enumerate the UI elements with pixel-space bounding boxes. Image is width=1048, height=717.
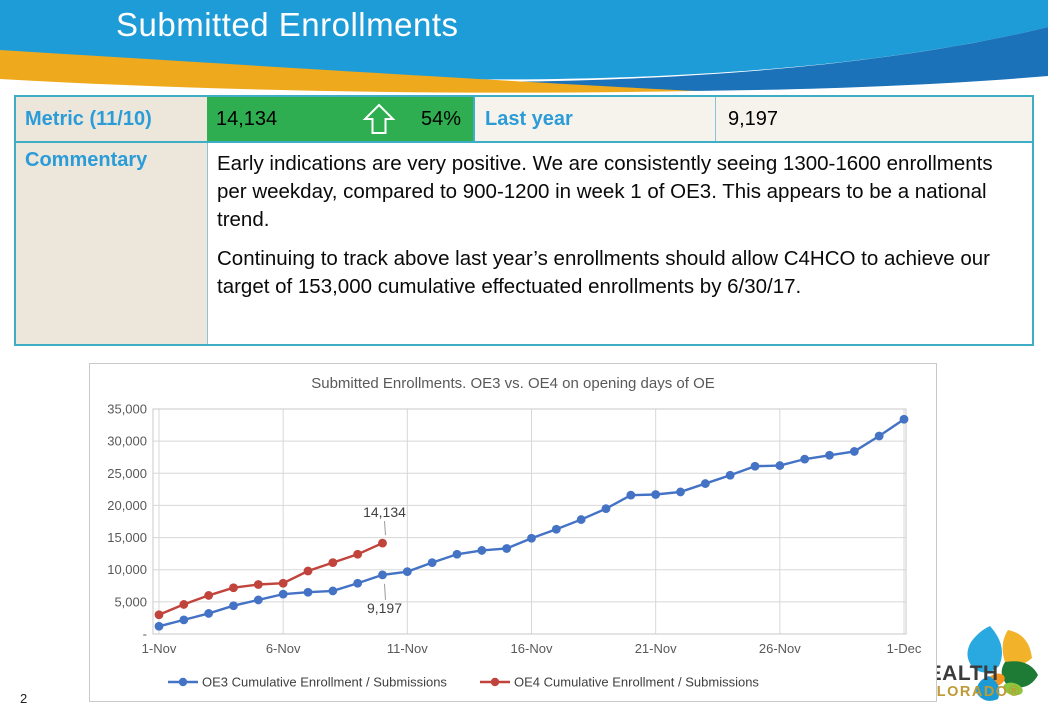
commentary-body: Early indications are very positive. We … [207,143,1032,344]
legend-label: OE4 Cumulative Enrollment / Submissions [514,675,759,690]
series-marker-1 [378,538,387,548]
metric-change-pct: 54% [420,107,461,130]
series-marker-0 [353,578,363,588]
series-marker-1 [204,591,214,600]
series-marker-0 [229,601,238,611]
x-tick-label: 16-Nov [511,641,553,656]
series-marker-0 [278,589,288,599]
series-line-1 [158,542,383,616]
series-marker-0 [874,431,884,441]
commentary-paragraph-2: Continuing to track above last year’s en… [217,246,990,298]
series-marker-0 [849,447,859,456]
metric-label: Metric (11/10) [16,97,207,141]
series-marker-0 [725,470,735,480]
series-marker-0 [775,461,785,470]
commentary-label: Commentary [16,143,207,344]
series-marker-0 [402,567,412,577]
last-year-value: 9,197 [715,97,1032,141]
metric-row: Metric (11/10) 14,134 54% Last year 9,19… [16,97,1032,143]
series-marker-0 [452,549,462,559]
series-marker-0 [253,595,263,605]
series-marker-0 [576,515,586,524]
series-marker-0 [154,621,164,631]
plot-border [152,408,907,635]
series-marker-0 [825,450,834,460]
series-marker-1 [303,566,313,576]
logo-text-colorado: COLORADO® [912,684,1021,700]
series-marker-1 [179,600,189,609]
series-marker-1 [328,558,338,568]
y-tick-label: 25,000 [107,466,147,481]
page-number: 2 [20,691,28,706]
metric-table: Metric (11/10) 14,134 54% Last year 9,19… [14,95,1034,346]
chart-plot-area: 35,000 30,000 25,000 20,000 15,000 10,000 5,00… [107,402,922,690]
metric-value-cell: 14,134 54% [207,97,473,141]
series-marker-1 [253,580,263,589]
series-marker-0 [378,570,387,580]
y-tick-label: 15,000 [107,530,147,545]
series-marker-0 [527,533,536,543]
x-tick-label: 11-Nov [387,641,428,656]
x-tick-label: 26-Nov [759,641,801,656]
chart-title: Submitted Enrollments. OE3 vs. OE4 on op… [311,375,715,392]
metric-value: 14,134 [216,107,278,130]
y-tick-label: 10,000 [107,562,147,577]
y-tick-label: 20,000 [107,498,147,513]
page-title: Submitted Enrollments [116,6,459,43]
x-tick-label: 1-Nov [142,641,177,656]
commentary-row: Commentary Early indications are very po… [16,143,1032,344]
series-marker-0 [601,504,611,514]
series-marker-1 [278,578,288,588]
series-marker-0 [800,454,810,464]
series-marker-0 [477,546,487,555]
last-year-label: Last year [473,97,715,141]
y-tick-label: - [143,627,147,642]
series-marker-0 [700,479,710,488]
series-marker-0 [626,490,636,500]
x-tick-label: 1-Dec [887,641,922,656]
y-tick-label: 30,000 [107,434,147,449]
series-marker-0 [328,586,338,596]
enrollment-chart: Submitted Enrollments. OE3 vs. OE4 on op… [89,363,937,702]
legend-swatch-marker [178,677,188,687]
annotation-leader-line [384,583,386,600]
commentary-paragraph-1: Early indications are very positive. We … [217,152,993,231]
series-marker-0 [551,524,561,534]
annotation-label: 14,134 [363,504,406,520]
x-tick-label: 21-Nov [635,641,677,656]
logo-leaves-icon [967,626,1038,701]
legend-swatch-marker [490,677,500,687]
header-gold-swoosh [0,50,695,93]
x-tick-label: 6-Nov [266,641,301,656]
series-marker-1 [154,610,164,620]
series-marker-0 [750,461,760,471]
series-marker-0 [651,490,661,499]
series-marker-1 [229,583,238,593]
annotation-label: 9,197 [367,600,402,616]
series-marker-0 [204,609,214,618]
series-marker-1 [353,549,363,559]
legend-label: OE3 Cumulative Enrollment / Submissions [202,675,447,690]
annotation-leader-line [384,521,386,536]
y-tick-label: 5,000 [114,594,147,609]
series-marker-0 [676,487,685,497]
series-marker-0 [427,558,437,568]
series-marker-0 [899,414,909,424]
series-marker-0 [179,615,189,625]
y-tick-label: 35,000 [107,402,147,417]
series-marker-0 [303,587,313,597]
up-arrow-icon [362,103,396,134]
series-marker-0 [502,544,512,553]
